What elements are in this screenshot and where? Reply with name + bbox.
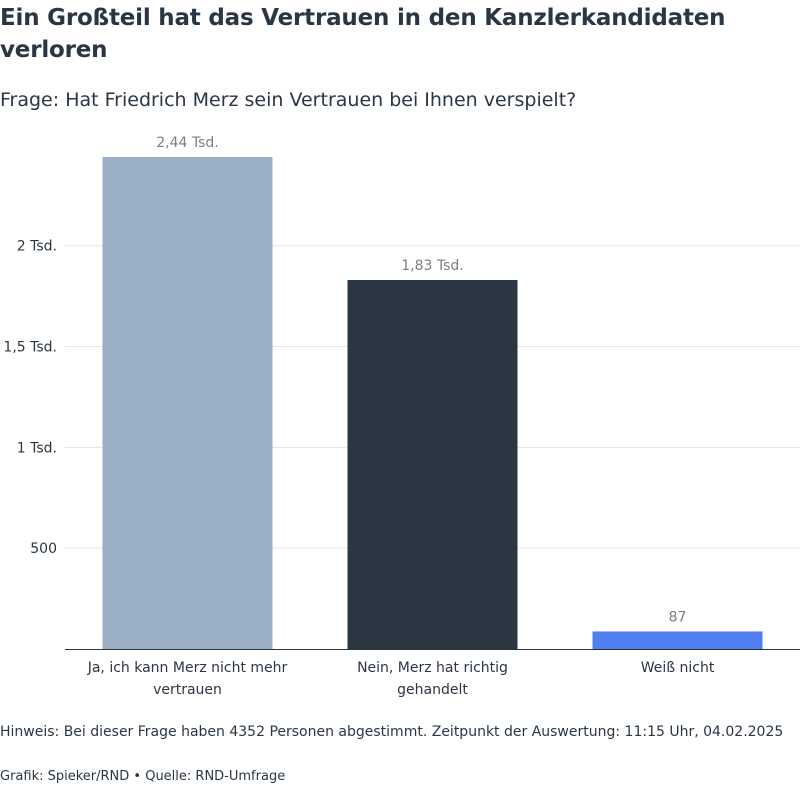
bar-chart: 500 1 Tsd. 1,5 Tsd. 2 Tsd. 2,44 Tsd. 1,83 Ts… <box>3 135 800 698</box>
y-tick-label: 1 Tsd. <box>17 440 57 456</box>
bar <box>102 157 273 649</box>
category-label: Nein, Merz hat richtig <box>357 660 508 676</box>
category-label: Ja, ich kann Merz nicht mehr <box>87 660 288 676</box>
y-tick-label: 1,5 Tsd. <box>3 340 57 356</box>
y-tick-label: 500 <box>30 541 57 557</box>
chart-subtitle: Frage: Hat Friedrich Merz sein Vertrauen… <box>0 89 577 111</box>
y-tick-label: 2 Tsd. <box>17 239 57 255</box>
credits: Grafik: Spieker/RND • Quelle: RND-Umfrag… <box>0 769 286 784</box>
bars <box>102 157 763 649</box>
category-label: Weiß nicht <box>641 660 715 676</box>
value-label: 2,44 Tsd. <box>156 135 219 151</box>
category-label: gehandelt <box>397 682 468 698</box>
footnote: Hinweis: Bei dieser Frage haben 4352 Per… <box>0 724 784 740</box>
category-label: vertrauen <box>153 682 222 698</box>
y-axis-ticks: 500 1 Tsd. 1,5 Tsd. 2 Tsd. <box>3 239 57 557</box>
value-labels: 2,44 Tsd. 1,83 Tsd. 87 <box>156 135 686 625</box>
bar <box>592 631 763 649</box>
value-label: 87 <box>669 609 687 625</box>
value-label: 1,83 Tsd. <box>401 258 464 274</box>
bar <box>347 280 518 649</box>
chart-title: Ein Großteil hat das Vertrauen in den Ka… <box>0 5 726 63</box>
category-labels: Ja, ich kann Merz nicht mehr vertrauen Nei… <box>87 660 715 698</box>
